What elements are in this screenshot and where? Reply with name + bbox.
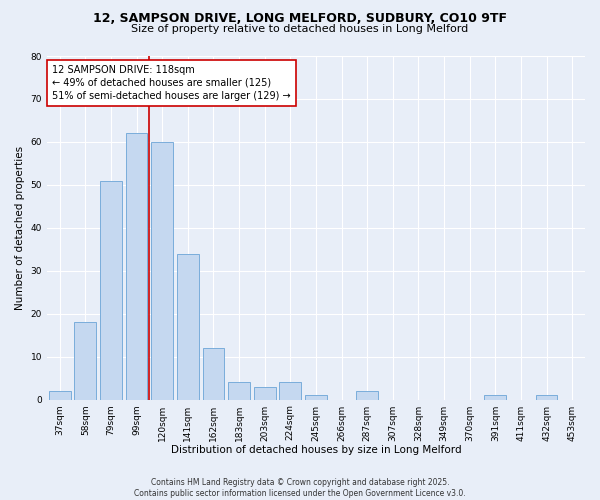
Bar	[356, 391, 378, 400]
Bar	[305, 396, 327, 400]
Text: Size of property relative to detached houses in Long Melford: Size of property relative to detached ho…	[131, 24, 469, 34]
Bar	[100, 180, 122, 400]
Y-axis label: Number of detached properties: Number of detached properties	[15, 146, 25, 310]
Bar	[280, 382, 301, 400]
Bar	[49, 391, 71, 400]
Bar	[177, 254, 199, 400]
X-axis label: Distribution of detached houses by size in Long Melford: Distribution of detached houses by size …	[170, 445, 461, 455]
Bar	[228, 382, 250, 400]
Bar	[74, 322, 96, 400]
Bar	[203, 348, 224, 400]
Bar	[126, 134, 148, 400]
Bar	[254, 386, 275, 400]
Text: Contains HM Land Registry data © Crown copyright and database right 2025.
Contai: Contains HM Land Registry data © Crown c…	[134, 478, 466, 498]
Bar	[536, 396, 557, 400]
Bar	[151, 142, 173, 400]
Bar	[484, 396, 506, 400]
Text: 12 SAMPSON DRIVE: 118sqm
← 49% of detached houses are smaller (125)
51% of semi-: 12 SAMPSON DRIVE: 118sqm ← 49% of detach…	[52, 64, 291, 101]
Text: 12, SAMPSON DRIVE, LONG MELFORD, SUDBURY, CO10 9TF: 12, SAMPSON DRIVE, LONG MELFORD, SUDBURY…	[93, 12, 507, 26]
